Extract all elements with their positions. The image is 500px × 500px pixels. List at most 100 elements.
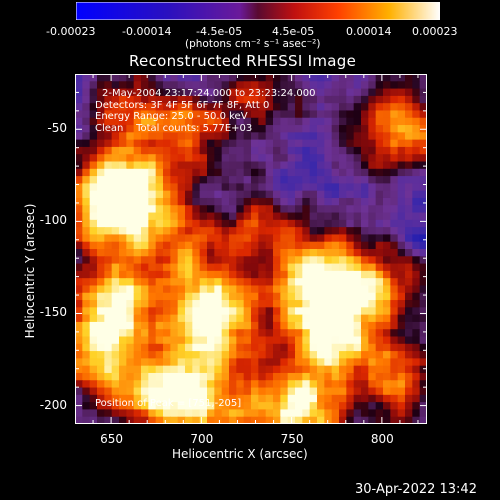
heatmap-cell [192,227,201,236]
heatmap-cell [331,219,340,228]
heatmap-cell [155,139,164,148]
heatmap-cell [192,285,201,294]
heatmap-cell [390,212,399,221]
heatmap-cell [361,285,369,294]
heatmap-cell [383,416,391,424]
heatmap-cell [287,402,296,411]
heatmap-cell [280,197,289,206]
heatmap-cell [419,292,427,301]
heatmap-cell [265,74,274,82]
heatmap-cell [170,125,179,133]
heatmap-cell [419,154,427,163]
heatmap-cell [309,409,318,418]
heatmap-cell [111,212,120,221]
heatmap-cell [405,219,413,228]
heatmap-cell [390,249,399,257]
heatmap-cell [295,74,303,82]
heatmap-cell [383,234,391,243]
heatmap-cell [346,365,355,374]
heatmap-cell [177,95,186,104]
heatmap-cell [412,278,421,287]
heatmap-cell [339,146,347,155]
heatmap-cell [390,146,399,155]
heatmap-cell [258,132,267,141]
heatmap-cell [368,365,377,374]
heatmap-cell [236,336,245,345]
heatmap-cell [346,314,355,323]
heatmap-cell [339,321,347,330]
heatmap-cell [361,380,369,389]
heatmap-cell [302,168,311,177]
heatmap-cell [331,81,340,90]
heatmap-cell [243,249,252,257]
heatmap-cell [317,249,325,257]
heatmap-cell [82,321,91,330]
heatmap-cell [111,190,120,199]
heatmap-cell [75,81,83,90]
heatmap-cell [273,358,281,367]
heatmap-cell [375,146,384,155]
heatmap-cell [82,402,91,411]
heatmap-cell [236,81,245,90]
heatmap-cell [265,241,274,250]
heatmap-cell [89,241,98,250]
heatmap-cell [243,358,252,367]
heatmap-cell [412,249,421,257]
heatmap-cell [265,372,274,381]
heatmap-cell [324,278,333,287]
heatmap-cell [229,74,237,82]
heatmap-cell [75,139,83,148]
heatmap-cell [346,227,355,236]
heatmap-cell [280,307,289,316]
heatmap-cell [199,197,208,206]
heatmap-cell [119,314,127,323]
heatmap-cell [236,227,245,236]
heatmap-cell [163,358,171,367]
heatmap-cell [412,125,421,133]
heatmap-cell [133,241,142,250]
heatmap-cell [258,402,267,411]
heatmap-cell [419,205,427,214]
heatmap-cell [295,351,303,359]
heatmap-cell [236,132,245,141]
heatmap-cell [207,365,215,374]
heatmap-cell [192,307,201,316]
heatmap-cell [383,154,391,163]
heatmap-cell [170,380,179,389]
heatmap-cell [302,365,311,374]
heatmap-cell [170,300,179,308]
heatmap-cell [221,117,230,126]
heatmap-cell [397,95,406,104]
heatmap-cell [148,117,157,126]
heatmap-cell [89,270,98,279]
heatmap-cell [280,95,289,104]
heatmap-cell [141,409,149,418]
heatmap-cell [375,278,384,287]
heatmap-cell [185,270,193,279]
heatmap-cell [309,394,318,403]
heatmap-cell [97,278,105,287]
heatmap-cell [104,409,113,418]
heatmap-cell [317,321,325,330]
heatmap-cell [119,197,127,206]
heatmap-cell [214,402,223,411]
heatmap-cell [97,285,105,294]
heatmap-cell [185,263,193,272]
heatmap-cell [302,387,311,396]
heatmap-cell [397,88,406,97]
heatmap-cell [75,176,83,184]
heatmap-cell [383,117,391,126]
heatmap-cell [82,278,91,287]
heatmap-cell [295,329,303,338]
heatmap-cell [75,409,83,418]
heatmap-cell [229,205,237,214]
heatmap-cell [397,205,406,214]
heatmap-cell [126,402,135,411]
heatmap-cell [199,300,208,308]
heatmap-cell [383,241,391,250]
heatmap-cell [229,256,237,265]
heatmap-cell [104,212,113,221]
heatmap-cell [221,132,230,141]
heatmap-cell [133,212,142,221]
heatmap-cell [214,154,223,163]
